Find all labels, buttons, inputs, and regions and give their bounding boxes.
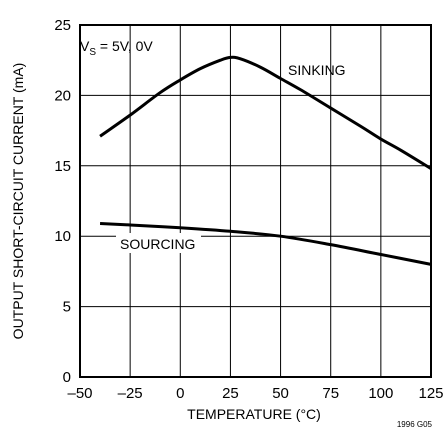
x-tick-label: 75: [322, 385, 339, 402]
figure-id: 1996 G05: [397, 420, 433, 429]
y-tick-label: 15: [54, 158, 71, 175]
x-tick-label: –50: [67, 385, 92, 402]
series-label-sourcing: SOURCING: [120, 236, 195, 252]
x-axis-title: TEMPERATURE (°C): [187, 406, 321, 422]
y-tick-label: 20: [54, 87, 71, 104]
y-tick-label: 10: [54, 228, 71, 245]
series-layer: [99, 55, 432, 266]
grid: [80, 25, 431, 377]
x-tick-label: 25: [222, 385, 239, 402]
x-tick-label: –25: [118, 385, 143, 402]
x-tick-label: 100: [368, 385, 393, 402]
series-label-sinking: SINKING: [288, 62, 346, 78]
tick-labels: –50 –25 0 25 50 75 100 125 0 5 10 15 20 25: [54, 17, 443, 402]
y-tick-label: 25: [54, 17, 71, 34]
x-tick-label: 0: [176, 385, 184, 402]
x-tick-label: 50: [272, 385, 289, 402]
series-line-sourcing: [99, 222, 432, 266]
series-label-sourcing-bg: [116, 233, 201, 253]
x-tick-label: 125: [418, 385, 443, 402]
condition-label: VS = 5V, 0V: [80, 38, 153, 58]
y-tick-label: 5: [63, 299, 71, 316]
series-line-sinking: [99, 55, 432, 170]
plot-frame: [79, 24, 432, 378]
y-axis-title: OUTPUT SHORT-CIRCUIT CURRENT (mA): [10, 63, 26, 340]
y-tick-label: 0: [63, 369, 71, 386]
